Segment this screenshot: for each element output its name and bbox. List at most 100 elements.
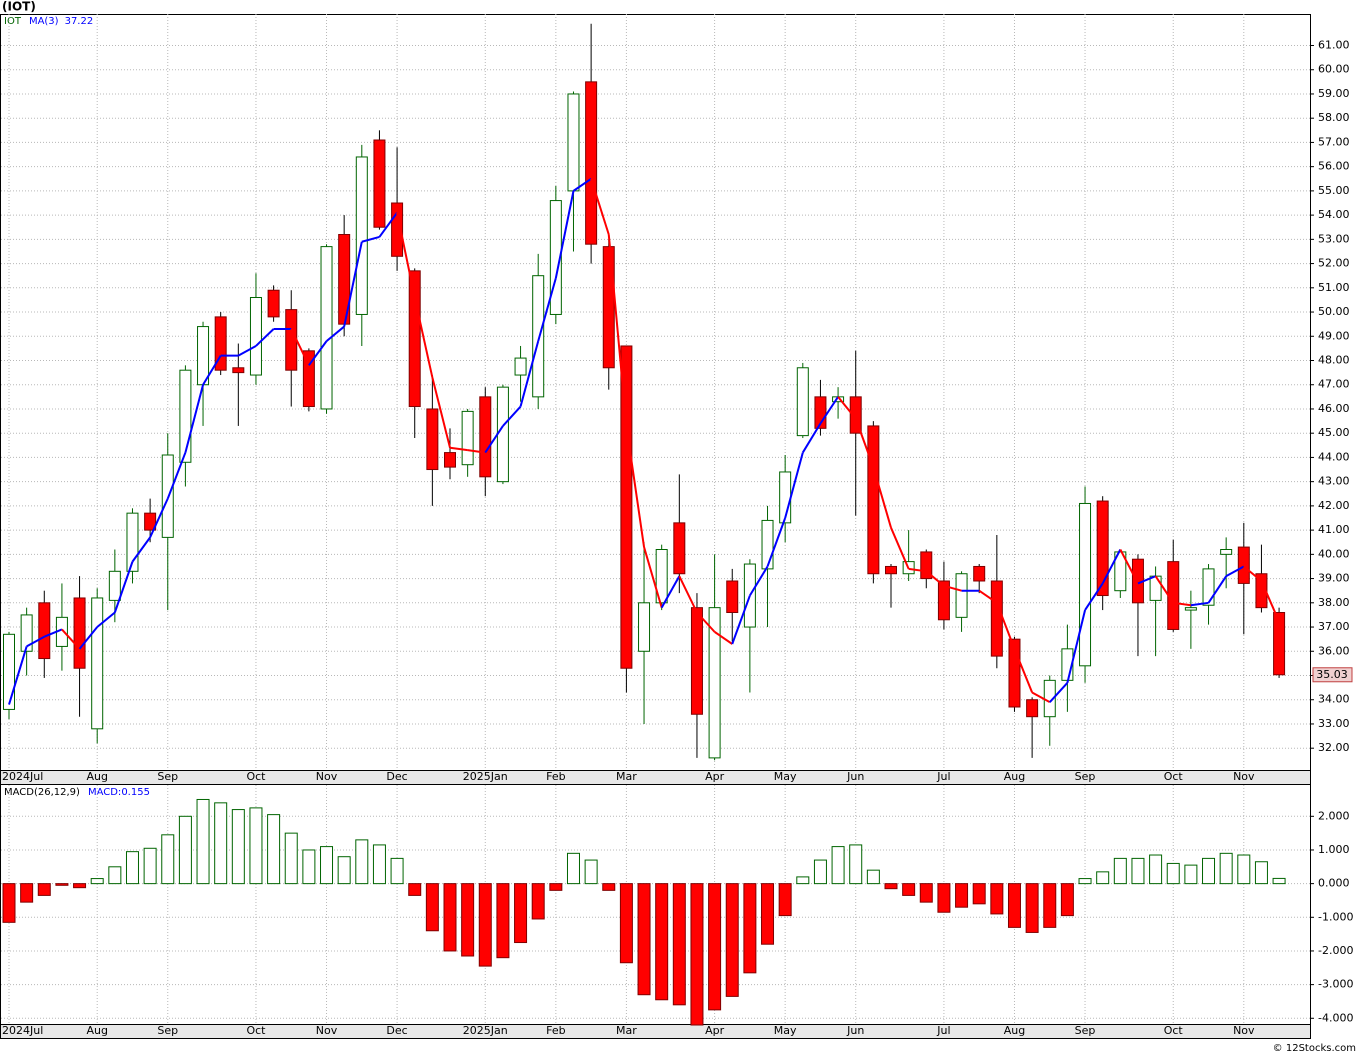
macd-bar xyxy=(690,883,704,1026)
x-tick-label: 2025Jan xyxy=(463,1024,508,1037)
chart-title: (IOT) xyxy=(2,0,36,14)
ma-line xyxy=(396,212,416,298)
macd-bar xyxy=(1166,862,1180,885)
x-tick-label: Nov xyxy=(316,1024,338,1037)
macd-bar xyxy=(249,807,263,885)
macd-bar xyxy=(478,883,492,967)
y-tick-label: -3.000 xyxy=(1318,978,1353,991)
candle-body xyxy=(179,369,192,463)
macd-bar xyxy=(196,798,210,885)
candle-body xyxy=(1220,549,1233,555)
macd-bar xyxy=(990,883,1004,915)
candle-body xyxy=(197,326,210,386)
candle-body xyxy=(1114,551,1127,592)
candle-body xyxy=(655,549,668,604)
x-tick-label: 2024Jul xyxy=(2,1024,43,1037)
ma-line xyxy=(714,631,733,645)
macd-bar xyxy=(372,844,386,885)
ma-line xyxy=(467,449,486,454)
x-axis-strip xyxy=(0,770,1311,785)
y-tick-label: 55.00 xyxy=(1318,184,1350,197)
y-tick-label: 40.00 xyxy=(1318,547,1350,560)
x-tick-label: Oct xyxy=(1164,770,1184,783)
x-tick-label: Aug xyxy=(86,1024,107,1037)
macd-bar xyxy=(302,849,316,885)
y-tick-label: 44.00 xyxy=(1318,450,1350,463)
candle-body xyxy=(373,139,386,228)
candle-body xyxy=(108,570,121,601)
candle-body xyxy=(355,156,368,315)
candle-body xyxy=(549,200,562,315)
candle-body xyxy=(620,345,633,669)
y-tick-label: 1.000 xyxy=(1318,843,1350,856)
x-tick-label: May xyxy=(774,1024,797,1037)
candle-body xyxy=(408,270,421,408)
y-tick-label: 60.00 xyxy=(1318,63,1350,76)
macd-bar xyxy=(37,883,51,896)
candle-body xyxy=(249,297,262,376)
ma-line xyxy=(678,575,698,613)
x-tick-label: Feb xyxy=(546,1024,565,1037)
price-tag-label: 35.03 xyxy=(1316,668,1348,681)
candle-body xyxy=(955,573,968,618)
candle-body xyxy=(990,580,1003,657)
macd-bar xyxy=(214,802,228,885)
ma-line xyxy=(202,355,222,386)
candle-body xyxy=(920,551,933,580)
macd-bar xyxy=(743,883,757,974)
macd-bar xyxy=(1060,883,1074,917)
y-tick-label: 2.000 xyxy=(1318,809,1350,822)
ma-line xyxy=(484,425,504,454)
x-axis-strip xyxy=(0,1024,1311,1039)
y-tick-label: 39.00 xyxy=(1318,572,1350,585)
macd-bar xyxy=(796,876,810,885)
ma-line xyxy=(784,452,804,519)
candle-body xyxy=(38,602,51,660)
ma-line xyxy=(96,611,116,628)
ma-line xyxy=(1190,601,1209,607)
ma-line xyxy=(325,325,345,342)
candle-body xyxy=(708,607,721,759)
macd-bar xyxy=(602,883,616,891)
macd-bar xyxy=(1237,854,1251,885)
price-frame xyxy=(0,14,1311,771)
candle-body xyxy=(867,425,880,575)
x-tick-label: Oct xyxy=(246,770,266,783)
macd-bar xyxy=(955,883,969,908)
ma-line xyxy=(837,396,857,420)
legend: IOT MA(3) 37.22 xyxy=(4,16,93,27)
y-tick-label: 32.00 xyxy=(1318,741,1350,754)
y-tick-label: 53.00 xyxy=(1318,232,1350,245)
ma-line xyxy=(537,277,557,342)
ma-line xyxy=(1207,575,1227,604)
candle-body xyxy=(1008,638,1021,708)
candle-body xyxy=(638,602,651,652)
ma-line xyxy=(590,178,610,235)
y-tick-label: -2.000 xyxy=(1318,944,1353,957)
macd-title: MACD(26,12,9) xyxy=(4,787,80,798)
footer: © 12Stocks.com xyxy=(1273,1043,1356,1054)
ma-line xyxy=(26,635,45,648)
y-tick-label: 57.00 xyxy=(1318,135,1350,148)
ma-line xyxy=(343,241,363,327)
y-tick-label: 56.00 xyxy=(1318,160,1350,173)
candle-body xyxy=(320,246,333,410)
candle-body xyxy=(1202,568,1215,606)
candle-body xyxy=(444,452,456,468)
macd-bar xyxy=(1219,852,1233,885)
x-tick-label: Dec xyxy=(386,770,407,783)
ma-line xyxy=(8,646,28,705)
ma-line xyxy=(43,628,63,638)
macd-bar xyxy=(655,883,669,1001)
x-tick-label: Oct xyxy=(1164,1024,1184,1037)
x-tick-label: Aug xyxy=(1004,1024,1025,1037)
macd-bar xyxy=(55,883,69,886)
ma-line xyxy=(943,584,962,592)
macd-bar xyxy=(1078,878,1092,885)
macd-bar xyxy=(531,883,545,920)
x-tick-label: Apr xyxy=(705,1024,725,1037)
x-tick-label: 2024Jul xyxy=(2,770,43,783)
macd-bar xyxy=(813,859,827,885)
ma-line xyxy=(149,498,169,538)
